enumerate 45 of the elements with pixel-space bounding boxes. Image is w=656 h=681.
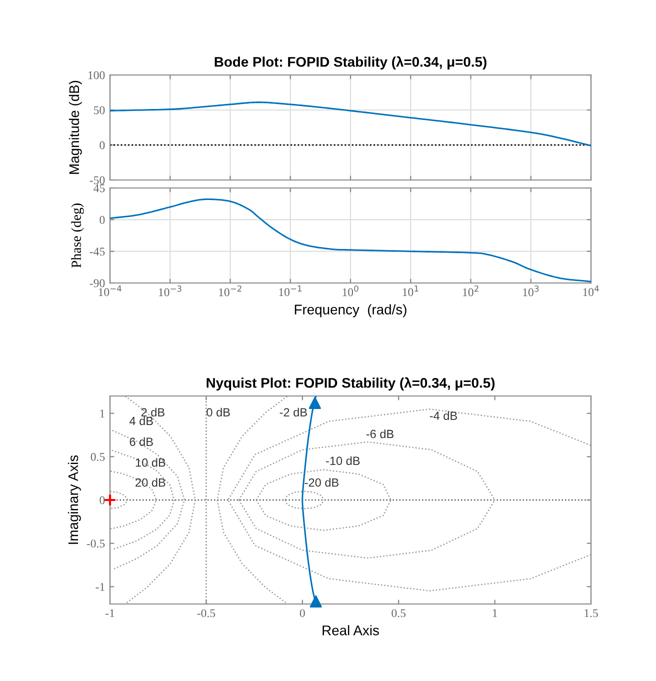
x-tick-label: 1.5 — [584, 609, 598, 618]
x-tick-label: 10$^{−3}$ — [158, 285, 182, 296]
x-tick-label: 10$^{3}$ — [523, 285, 539, 296]
y-tick-label: -1 — [96, 582, 104, 591]
y-tick-label: 0 — [100, 141, 105, 150]
annotation: -20 dB — [304, 478, 338, 487]
x-tick-label: 10$^{4}$ — [583, 285, 599, 296]
y-tick-label: -50 — [90, 176, 105, 184]
annotation: 2 dB — [141, 408, 164, 416]
y-tick-label: 0.5 — [90, 452, 105, 461]
y-tick-label: -90 — [90, 279, 105, 288]
x-tick-label: 10$^{−1}$ — [279, 285, 302, 296]
annotation: 10 dB — [136, 458, 166, 467]
y-tick-label: -45 — [90, 248, 105, 256]
x-tick-label: 0 — [300, 609, 305, 618]
x-tick-label: 1 — [492, 609, 498, 618]
y-axis-title: Magnitude (dB) — [68, 80, 82, 174]
x-tick-label: 10$^{2}$ — [462, 285, 478, 296]
x-tick-label: 0.5 — [392, 609, 406, 618]
annotation: -6 dB — [366, 429, 394, 438]
annotation: 6 dB — [130, 437, 153, 446]
annotation: 20 dB — [136, 478, 166, 487]
x-tick-label: 10$^{0}$ — [342, 285, 358, 296]
y-tick-label: 1 — [100, 410, 104, 418]
annotation: -4 dB — [430, 411, 457, 420]
y-tick-label: 0 — [100, 216, 105, 224]
y-axis-title: Phase (deg) — [71, 204, 84, 268]
annotation: 4 dB — [130, 416, 153, 426]
annotation: -2 dB — [280, 408, 307, 416]
chart-title: Bode Plot: FOPID Stability (λ=0.34, μ=0.5) — [214, 56, 486, 70]
x-axis-title: Frequency (rad/s) — [294, 304, 406, 318]
annotation: -10 dB — [326, 456, 360, 466]
y-tick-label: 50 — [94, 106, 105, 114]
x-axis-title: Real Axis — [322, 625, 379, 636]
y-tick-label: 45 — [94, 184, 105, 192]
x-tick-label: -0.5 — [197, 609, 216, 618]
x-tick-label: 10$^{−2}$ — [219, 285, 242, 296]
x-tick-label: 10$^{1}$ — [402, 285, 418, 296]
chart-title: Nyquist Plot: FOPID Stability (λ=0.34, μ=0.5) — [206, 377, 495, 391]
x-tick-label: -1 — [106, 609, 114, 618]
y-axis-title: Imaginary Axis — [68, 455, 81, 544]
annotation: 0 dB — [206, 408, 230, 416]
y-tick-label: 0 — [100, 496, 105, 504]
y-tick-label: -0.5 — [86, 540, 105, 548]
y-tick-label: 100 — [88, 71, 105, 80]
